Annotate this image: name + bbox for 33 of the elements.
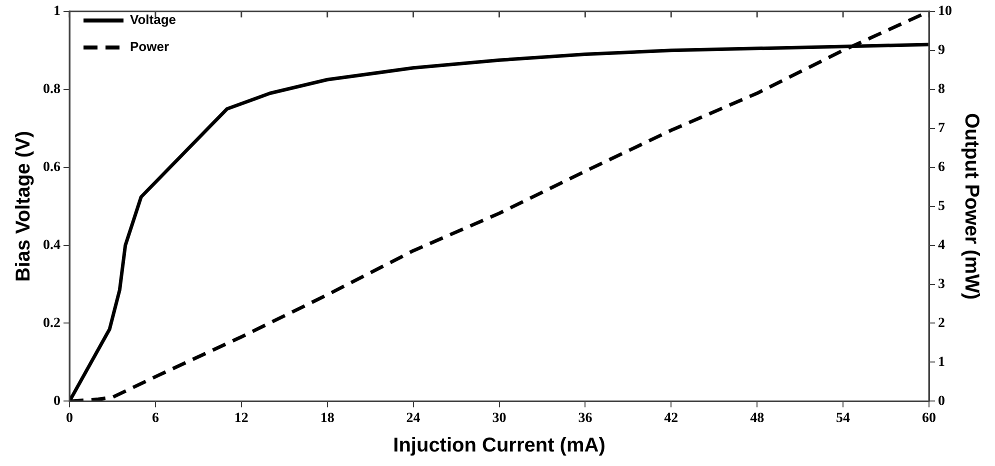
y2-axis-title: Output Power (mW) (960, 112, 982, 300)
y2-tick-label: 9 (938, 42, 945, 58)
legend-label: Voltage (130, 12, 176, 28)
x-tick-label: 36 (578, 411, 592, 426)
y2-tick-label: 4 (938, 238, 945, 253)
y-axis-title: Bias Voltage (V) (12, 130, 35, 282)
y2-tick-label: 5 (938, 198, 945, 214)
y2-tick-label: 0 (938, 394, 945, 409)
x-tick-label: 30 (492, 411, 506, 426)
y-tick-label: 1 (54, 4, 60, 20)
y-tick-label: 0.2 (43, 316, 60, 331)
x-tick-label: 24 (406, 411, 420, 426)
x-tick-label: 0 (66, 411, 73, 426)
y2-tick-label: 10 (938, 4, 952, 20)
y2-tick-label: 6 (938, 160, 945, 175)
y2-tick-label: 7 (938, 120, 945, 136)
y-tick-label: 0.8 (43, 82, 60, 97)
x-axis-title: Injuction Current (mA) (393, 434, 606, 457)
y-tick-label: 0 (54, 394, 60, 409)
y2-tick-label: 1 (938, 354, 945, 370)
x-tick-label: 60 (922, 411, 936, 426)
x-tick-label: 54 (836, 411, 850, 426)
legend-label: Power (130, 39, 170, 54)
y-tick-label: 0.4 (43, 238, 60, 253)
x-tick-label: 48 (750, 411, 764, 426)
x-tick-label: 12 (234, 411, 248, 426)
y2-tick-label: 3 (938, 276, 945, 292)
y-tick-label: 0.6 (43, 160, 60, 175)
y2-tick-label: 8 (938, 82, 945, 97)
x-tick-label: 18 (320, 411, 334, 426)
x-tick-label: 6 (152, 411, 159, 426)
y2-tick-label: 2 (938, 316, 945, 331)
x-tick-label: 42 (664, 411, 678, 426)
